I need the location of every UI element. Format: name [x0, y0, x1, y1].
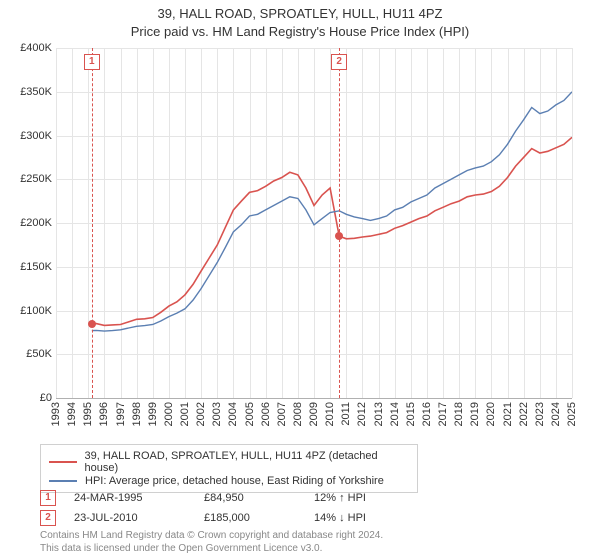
x-tick-label: 2012: [356, 402, 368, 426]
x-tick-label: 2005: [244, 402, 256, 426]
event-dot: [335, 232, 343, 240]
event-badge: 1: [84, 54, 100, 70]
x-tick-label: 2002: [195, 402, 207, 426]
sale-row: 2 23-JUL-2010 £185,000 14% ↓ HPI: [40, 510, 414, 526]
line-series-svg: [56, 48, 572, 398]
y-tick-label: £50K: [4, 348, 52, 360]
x-tick-label: 2004: [227, 402, 239, 426]
legend-label: HPI: Average price, detached house, East…: [85, 475, 384, 487]
x-tick-label: 2020: [485, 402, 497, 426]
x-tick-label: 2003: [211, 402, 223, 426]
x-tick-label: 2017: [437, 402, 449, 426]
x-tick-label: 1997: [115, 402, 127, 426]
x-tick-label: 2009: [308, 402, 320, 426]
x-tick-label: 2007: [276, 402, 288, 426]
y-tick-label: £350K: [4, 86, 52, 98]
x-tick-label: 2023: [534, 402, 546, 426]
footer-line1: Contains HM Land Registry data © Crown c…: [40, 530, 383, 541]
x-tick-label: 2011: [340, 402, 352, 426]
sale-price: £84,950: [204, 492, 314, 504]
legend-swatch-property: [49, 461, 77, 463]
plot-area: 12: [56, 48, 572, 399]
x-tick-label: 2006: [260, 402, 272, 426]
chart-container: 39, HALL ROAD, SPROATLEY, HULL, HU11 4PZ…: [0, 0, 600, 560]
event-badge: 2: [331, 54, 347, 70]
x-tick-label: 2022: [518, 402, 530, 426]
x-tick-label: 2025: [566, 402, 578, 426]
legend-label: 39, HALL ROAD, SPROATLEY, HULL, HU11 4PZ…: [85, 450, 409, 474]
sale-date: 23-JUL-2010: [74, 512, 204, 524]
sale-delta: 12% ↑ HPI: [314, 492, 414, 504]
sale-delta: 14% ↓ HPI: [314, 512, 414, 524]
y-tick-label: £200K: [4, 217, 52, 229]
x-tick-label: 1996: [98, 402, 110, 426]
legend: 39, HALL ROAD, SPROATLEY, HULL, HU11 4PZ…: [40, 444, 418, 493]
x-tick-label: 2024: [550, 402, 562, 426]
sale-date: 24-MAR-1995: [74, 492, 204, 504]
legend-item: HPI: Average price, detached house, East…: [49, 475, 409, 487]
y-tick-label: £100K: [4, 305, 52, 317]
x-tick-label: 1999: [147, 402, 159, 426]
x-tick-label: 2018: [453, 402, 465, 426]
legend-swatch-hpi: [49, 480, 77, 482]
legend-item: 39, HALL ROAD, SPROATLEY, HULL, HU11 4PZ…: [49, 450, 409, 474]
y-tick-label: £250K: [4, 173, 52, 185]
x-tick-label: 2010: [324, 402, 336, 426]
x-tick-label: 2015: [405, 402, 417, 426]
x-tick-label: 1993: [50, 402, 62, 426]
y-tick-label: £400K: [4, 42, 52, 54]
y-tick-label: £150K: [4, 261, 52, 273]
footer-line2: This data is licensed under the Open Gov…: [40, 543, 322, 554]
event-dot: [88, 320, 96, 328]
y-tick-label: £0: [4, 392, 52, 404]
x-tick-label: 2016: [421, 402, 433, 426]
sale-row: 1 24-MAR-1995 £84,950 12% ↑ HPI: [40, 490, 414, 506]
x-tick-label: 2008: [292, 402, 304, 426]
x-tick-label: 2001: [179, 402, 191, 426]
x-tick-label: 1995: [82, 402, 94, 426]
x-tick-label: 2019: [469, 402, 481, 426]
sale-badge: 1: [40, 490, 56, 506]
sale-price: £185,000: [204, 512, 314, 524]
sale-badge: 2: [40, 510, 56, 526]
x-tick-label: 1994: [66, 402, 78, 426]
x-tick-label: 2000: [163, 402, 175, 426]
chart-title-line2: Price paid vs. HM Land Registry's House …: [0, 24, 600, 39]
x-tick-label: 2013: [373, 402, 385, 426]
x-tick-label: 2021: [502, 402, 514, 426]
x-tick-label: 2014: [389, 402, 401, 426]
y-tick-label: £300K: [4, 130, 52, 142]
footer-attribution: Contains HM Land Registry data © Crown c…: [40, 530, 560, 555]
x-tick-label: 1998: [131, 402, 143, 426]
chart-title-line1: 39, HALL ROAD, SPROATLEY, HULL, HU11 4PZ: [0, 6, 600, 21]
